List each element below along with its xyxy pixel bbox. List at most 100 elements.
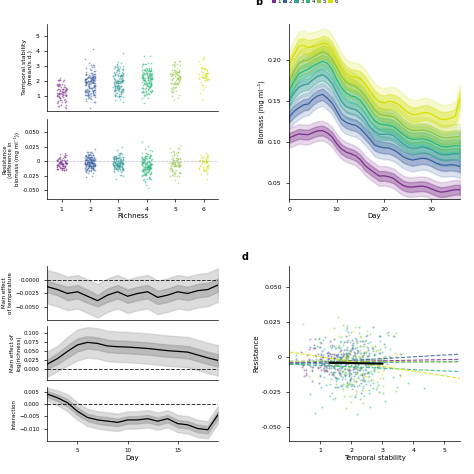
Point [202, 166, 210, 173]
Point [62, 157, 70, 165]
Point [199, 156, 206, 164]
Point [320, 345, 328, 352]
Point [201, 65, 209, 73]
Point [202, 72, 210, 80]
Point [205, 163, 212, 170]
Point [167, 70, 174, 78]
Point [311, 358, 319, 366]
Point [147, 164, 155, 172]
Point [344, 351, 352, 358]
Point [176, 161, 183, 169]
Point [348, 381, 356, 388]
Point [173, 70, 181, 78]
Point [321, 357, 328, 365]
Point [372, 350, 379, 357]
Point [200, 73, 207, 81]
Point [85, 160, 93, 168]
Point [112, 155, 120, 162]
Point [143, 69, 151, 77]
Point [110, 68, 118, 76]
Point [113, 160, 120, 168]
Point [305, 355, 313, 363]
Point [56, 155, 64, 162]
Point [199, 72, 206, 79]
Y-axis label: Temporal stability
(mean/s.d.): Temporal stability (mean/s.d.) [22, 39, 33, 95]
Point [116, 160, 124, 167]
Point [203, 70, 211, 77]
Point [315, 380, 323, 387]
Point [175, 76, 182, 84]
Point [85, 167, 93, 174]
Point [173, 61, 181, 68]
Point [90, 91, 98, 98]
Point [145, 72, 152, 80]
Point [330, 351, 337, 358]
Point [320, 367, 328, 375]
Point [346, 363, 353, 371]
Point [63, 159, 71, 167]
Point [146, 78, 153, 85]
Point [342, 326, 350, 334]
Point [86, 163, 94, 170]
Point [112, 165, 120, 173]
Point [82, 158, 89, 166]
Point [141, 80, 149, 87]
Point [110, 162, 118, 170]
Point [365, 389, 373, 397]
Point [146, 159, 154, 167]
Point [89, 158, 96, 165]
Point [343, 352, 351, 359]
Point [138, 171, 146, 179]
Point [140, 79, 148, 87]
Point [326, 362, 333, 370]
Point [138, 154, 146, 161]
Point [118, 73, 125, 80]
Point [297, 360, 304, 368]
Point [351, 392, 359, 400]
Point [146, 72, 154, 80]
Point [357, 359, 365, 367]
Point [367, 355, 375, 363]
Point [138, 66, 146, 73]
Point [172, 163, 180, 170]
Point [91, 74, 98, 82]
Point [89, 80, 96, 87]
Point [85, 157, 93, 165]
Point [348, 354, 356, 361]
Point [118, 71, 126, 79]
Point [139, 167, 146, 174]
Legend: 1, 2, 3, 4, 5, 6: 1, 2, 3, 4, 5, 6 [272, 0, 337, 4]
Point [146, 67, 153, 75]
Point [321, 357, 328, 365]
Point [169, 80, 176, 88]
Point [369, 344, 376, 352]
Point [110, 86, 118, 94]
Point [89, 159, 97, 166]
Point [337, 350, 345, 358]
Point [113, 164, 121, 171]
Point [169, 74, 176, 82]
Point [169, 85, 176, 93]
Point [117, 72, 125, 79]
Point [91, 156, 98, 164]
Point [375, 357, 383, 365]
Point [111, 91, 119, 99]
Point [168, 70, 176, 78]
Point [91, 162, 98, 169]
Point [60, 156, 67, 164]
Point [167, 144, 174, 152]
Point [354, 382, 361, 390]
Point [140, 77, 148, 84]
Point [145, 174, 153, 182]
Point [331, 374, 338, 381]
Point [55, 91, 63, 98]
Point [62, 163, 69, 171]
Point [112, 83, 119, 91]
Point [318, 360, 326, 368]
Point [109, 83, 117, 91]
Point [201, 70, 208, 77]
Point [83, 74, 91, 82]
Point [113, 85, 120, 92]
Point [320, 364, 328, 372]
Point [376, 332, 384, 339]
